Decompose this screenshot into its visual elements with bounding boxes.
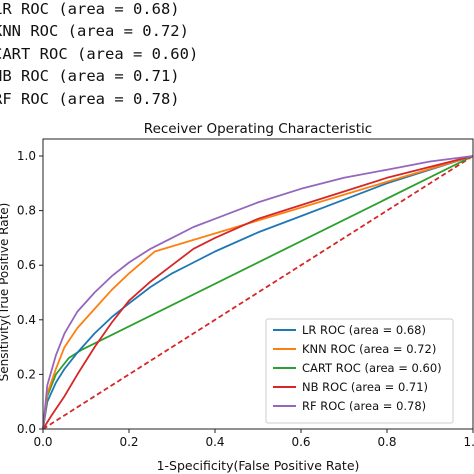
- plot-area: [42, 155, 474, 430]
- reference-diagonal: [42, 155, 474, 430]
- chart-title: Receiver Operating Characteristic: [144, 121, 372, 137]
- x-axis-label: 1-Specificity(False Positive Rate): [157, 458, 360, 473]
- y-tick-label: 1.0: [17, 149, 36, 163]
- y-tick-label: 0.0: [17, 422, 36, 436]
- console-output: LR ROC (area = 0.68) KNN ROC (area = 0.7…: [0, 0, 474, 134]
- x-tick-label: 0.2: [119, 435, 138, 449]
- y-tick-label: 0.4: [17, 313, 36, 327]
- axes-frame: [42, 138, 474, 430]
- legend-label: LR ROC (area = 0.68): [302, 323, 426, 337]
- x-tick-label: 0.6: [291, 435, 310, 449]
- legend-label: NB ROC (area = 0.71): [302, 380, 428, 394]
- console-line: NB ROC (area = 0.71): [0, 67, 180, 86]
- roc-curve-knn: [42, 155, 474, 430]
- y-tick-label: 0.8: [17, 204, 36, 218]
- roc-curve-nb: [42, 155, 474, 430]
- console-line: RF ROC (area = 0.78): [0, 89, 180, 108]
- y-axis-label: Sensitivity(True Positive Rate): [0, 203, 11, 382]
- x-tick-label: 0.4: [205, 435, 224, 449]
- console-line: KNN ROC (area = 0.72): [0, 22, 189, 41]
- legend-label: KNN ROC (area = 0.72): [302, 342, 436, 356]
- legend: LR ROC (area = 0.68) KNN ROC (area = 0.72…: [265, 318, 454, 424]
- x-tick-label: 0.0: [33, 435, 52, 449]
- legend-box: [265, 318, 454, 424]
- console-line: CART ROC (area = 0.60): [0, 44, 199, 63]
- x-tick-label: 1.0: [463, 435, 474, 449]
- console-line: LR ROC (area = 0.68): [0, 0, 180, 18]
- roc-curve-rf: [42, 155, 474, 430]
- x-tick-label: 0.8: [377, 435, 396, 449]
- legend-label: CART ROC (area = 0.60): [302, 361, 442, 375]
- y-tick-label: 0.6: [17, 258, 36, 272]
- y-tick-label: 0.2: [17, 367, 36, 381]
- roc-curve-lr: [42, 155, 474, 430]
- legend-label: RF ROC (area = 0.78): [302, 399, 426, 413]
- axis-ticks: 0.0 0.2 0.4 0.6 0.8 1.0 0.0 0.2 0.4 0.6 0.8 1.0: [17, 149, 474, 449]
